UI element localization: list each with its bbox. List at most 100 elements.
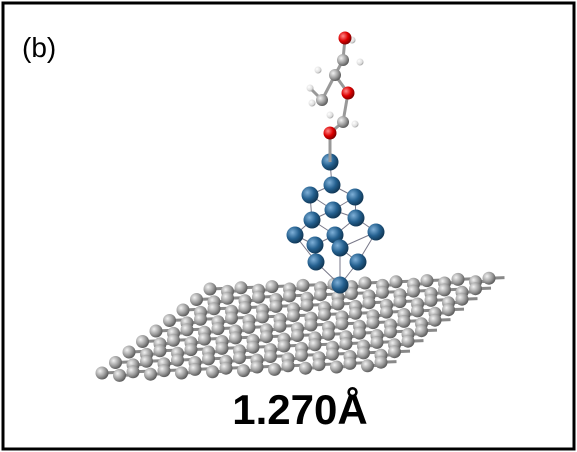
carbon-atom	[189, 363, 202, 376]
carbon-atom	[316, 94, 328, 106]
carbon-atom	[375, 356, 388, 369]
carbon-atom	[239, 301, 252, 314]
carbon-atom	[163, 314, 176, 327]
carbon-atom	[297, 279, 310, 292]
carbon-atom	[322, 328, 335, 341]
carbon-atom	[469, 282, 482, 295]
carbon-atom	[291, 329, 304, 342]
hydrogen-atom	[309, 100, 316, 107]
carbon-atom	[264, 350, 277, 363]
carbon-atom	[349, 307, 362, 320]
carbon-atom	[270, 300, 283, 313]
carbon-atom	[229, 331, 242, 344]
carbon-atom	[202, 352, 215, 365]
figure-panel: (b) 1.270Å	[0, 0, 577, 452]
metal-atom	[325, 202, 342, 219]
metal-atom	[307, 237, 324, 254]
carbon-atom	[442, 303, 455, 316]
carbon-atom	[181, 323, 194, 336]
carbon-atom	[212, 322, 225, 335]
carbon-atom	[235, 281, 248, 294]
carbon-atom	[363, 296, 376, 309]
carbon-atom	[225, 312, 238, 325]
metal-atom	[332, 277, 349, 294]
hydrogen-atom	[352, 121, 359, 128]
carbon-atom	[318, 308, 331, 321]
metal-atom	[324, 177, 341, 194]
carbon-atom	[371, 336, 384, 349]
carbon-atom	[256, 310, 269, 323]
carbon-atom	[136, 335, 149, 348]
carbon-atom	[282, 359, 295, 372]
carbon-atom	[326, 348, 339, 361]
carbon-atom	[380, 306, 393, 319]
carbon-atom	[283, 289, 296, 302]
carbon-atom	[150, 325, 163, 338]
carbon-atom	[243, 321, 256, 334]
oxygen-atom	[342, 87, 355, 100]
carbon-atom	[220, 362, 233, 375]
carbon-atom	[274, 320, 287, 333]
metal-atom	[302, 187, 319, 204]
carbon-atom	[329, 69, 341, 81]
carbon-atom	[483, 272, 496, 285]
carbon-atom	[340, 337, 353, 350]
metal-atom	[308, 254, 325, 271]
metal-atom	[287, 227, 304, 244]
distance-caption: 1.270Å	[232, 386, 367, 433]
carbon-atom	[216, 342, 229, 355]
carbon-atom	[301, 299, 314, 312]
carbon-atom	[421, 274, 434, 287]
carbon-atom	[268, 363, 281, 376]
carbon-atom	[305, 319, 318, 332]
carbon-atom	[332, 298, 345, 311]
carbon-atom	[113, 369, 126, 382]
carbon-atom	[299, 362, 312, 375]
carbon-atom	[185, 343, 198, 356]
carbon-atom	[425, 294, 438, 307]
carbon-atom	[336, 317, 349, 330]
carbon-atom	[175, 367, 188, 380]
carbon-atom	[429, 314, 442, 327]
carbon-atom	[208, 302, 221, 315]
carbon-atom	[260, 330, 273, 343]
carbon-atom	[314, 288, 327, 301]
carbon-atom	[337, 54, 349, 66]
carbon-atom	[313, 358, 326, 371]
metal-atom	[347, 189, 364, 206]
carbon-atom	[295, 349, 308, 362]
carbon-atom	[359, 277, 372, 290]
metal-atom	[304, 212, 321, 229]
metal-atom	[368, 224, 385, 241]
carbon-atom	[402, 335, 415, 348]
carbon-atom	[177, 304, 190, 317]
carbon-atom	[144, 368, 157, 381]
metal-atom	[332, 240, 349, 257]
hydrogen-atom	[357, 59, 364, 66]
carbon-atom	[344, 357, 357, 370]
carbon-atom	[251, 361, 264, 374]
carbon-atom	[96, 367, 109, 380]
carbon-atom	[194, 313, 207, 326]
carbon-atom	[233, 351, 246, 364]
carbon-atom	[390, 275, 403, 288]
carbon-atom	[388, 345, 401, 358]
carbon-atom	[367, 316, 380, 329]
carbon-atom	[330, 361, 343, 374]
carbon-atom	[394, 295, 407, 308]
carbon-atom	[109, 356, 122, 369]
carbon-atom	[287, 309, 300, 322]
carbon-atom	[438, 283, 451, 296]
frame	[3, 3, 574, 449]
carbon-atom	[171, 354, 184, 367]
carbon-atom	[127, 365, 140, 378]
carbon-atom	[411, 304, 424, 317]
carbon-atom	[309, 338, 322, 351]
carbon-atom	[237, 364, 250, 377]
oxygen-atom	[324, 127, 337, 140]
carbon-atom	[198, 333, 211, 346]
carbon-atom	[158, 364, 171, 377]
hydrogen-atom	[307, 85, 314, 92]
carbon-atom	[167, 334, 180, 347]
carbon-atom	[452, 273, 465, 286]
